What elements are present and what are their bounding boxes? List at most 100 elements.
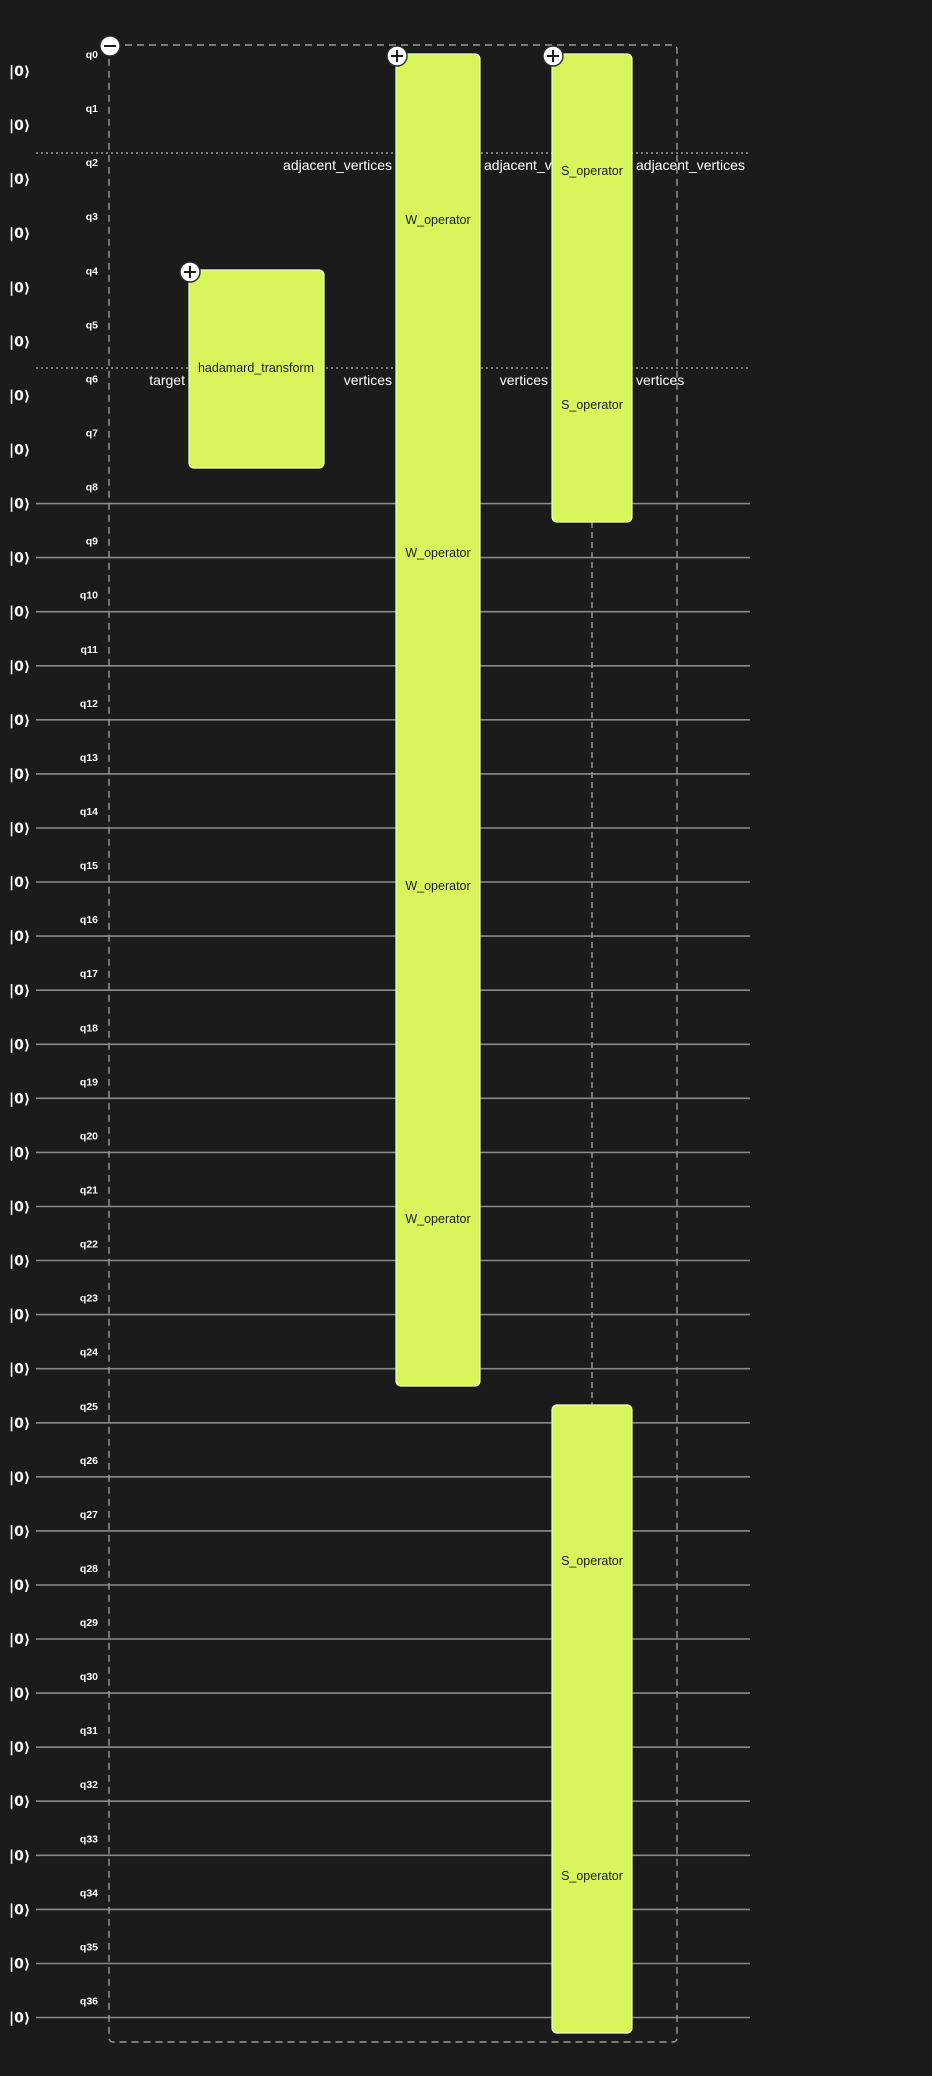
qubit-label: q34 xyxy=(80,1887,98,1899)
qubit-label: q27 xyxy=(80,1509,98,1521)
initial-state-label: |0⟩ xyxy=(9,1037,30,1053)
qubit-label: q2 xyxy=(86,157,98,169)
initial-state-label: |0⟩ xyxy=(9,1091,30,1107)
initial-state-label: |0⟩ xyxy=(9,1632,30,1648)
qubit-label: q32 xyxy=(80,1779,98,1791)
qubit-label: q4 xyxy=(86,265,98,277)
initial-state-label: |0⟩ xyxy=(9,1848,30,1864)
register-label-target: target xyxy=(149,372,185,388)
initial-state-label: |0⟩ xyxy=(9,1254,30,1270)
qubit-label: q14 xyxy=(80,806,98,818)
qubit-label: q11 xyxy=(80,644,98,656)
initial-state-label: |0⟩ xyxy=(9,551,30,567)
register-label-vertices-left: vertices xyxy=(344,372,392,388)
register-label-adjacent-vertices-left: adjacent_vertices xyxy=(283,157,392,173)
qubit-label: q15 xyxy=(80,860,98,872)
initial-state-label: |0⟩ xyxy=(9,1957,30,1973)
expand-hadamard-button[interactable] xyxy=(179,261,201,283)
qubit-label: q13 xyxy=(80,752,98,764)
qubit-label: q29 xyxy=(80,1617,98,1629)
initial-state-label: |0⟩ xyxy=(9,1416,30,1432)
w-operator-label-1: W_operator xyxy=(405,213,470,227)
s-operator-gate-top[interactable]: S_operator S_operator xyxy=(551,53,633,523)
qubit-label: q16 xyxy=(80,914,98,926)
s-operator-label-2: S_operator xyxy=(561,398,623,412)
qubit-label: q30 xyxy=(80,1671,98,1683)
initial-state-label: |0⟩ xyxy=(9,2011,30,2027)
qubit-label: q12 xyxy=(80,698,98,710)
qubit-label: q25 xyxy=(80,1401,98,1413)
collapse-group-button[interactable] xyxy=(99,35,121,57)
initial-state-label: |0⟩ xyxy=(9,1794,30,1810)
qubit-label: q18 xyxy=(80,1022,98,1034)
initial-state-label: |0⟩ xyxy=(9,821,30,837)
initial-state-label: |0⟩ xyxy=(9,226,30,242)
qubit-label: q6 xyxy=(86,373,98,385)
qubit-label: q3 xyxy=(86,211,98,223)
initial-state-label: |0⟩ xyxy=(9,388,30,404)
qubit-label: q7 xyxy=(86,428,98,440)
hadamard-transform-label: hadamard_transform xyxy=(198,361,314,375)
initial-state-label: |0⟩ xyxy=(9,1470,30,1486)
initial-state-label: |0⟩ xyxy=(9,443,30,459)
qubit-label: q8 xyxy=(86,482,98,494)
initial-state-label: |0⟩ xyxy=(9,1578,30,1594)
initial-state-label: |0⟩ xyxy=(9,1524,30,1540)
initial-state-label: |0⟩ xyxy=(9,1308,30,1324)
qubit-label: q1 xyxy=(86,103,98,115)
initial-state-label: |0⟩ xyxy=(9,1200,30,1216)
register-label-vertices-right: vertices xyxy=(636,372,684,388)
hadamard-transform-gate[interactable]: hadamard_transform xyxy=(188,269,325,469)
s-operator-label-1: S_operator xyxy=(561,164,623,178)
initial-state-label: |0⟩ xyxy=(9,1686,30,1702)
initial-state-label: |0⟩ xyxy=(9,118,30,134)
initial-state-label: |0⟩ xyxy=(9,875,30,891)
expand-w-operator-button[interactable] xyxy=(386,45,408,67)
plus-icon xyxy=(184,266,196,278)
wires-layer xyxy=(36,502,750,2019)
qubit-label: q24 xyxy=(80,1347,98,1359)
w-operator-label-4: W_operator xyxy=(405,1212,470,1226)
qubit-label: q36 xyxy=(80,1996,98,2008)
initial-state-label: |0⟩ xyxy=(9,1740,30,1756)
initial-state-label: |0⟩ xyxy=(9,1362,30,1378)
qubit-label: q19 xyxy=(80,1076,98,1088)
initial-state-label: |0⟩ xyxy=(9,497,30,513)
initial-state-label: |0⟩ xyxy=(9,1902,30,1918)
qubit-label: q33 xyxy=(80,1833,98,1845)
initial-state-label: |0⟩ xyxy=(9,659,30,675)
w-operator-label-3: W_operator xyxy=(405,879,470,893)
qubit-labels-layer: |0⟩ q0 |0⟩ q1 |0⟩ q2 |0⟩ q3 |0⟩ q4 |0⟩ q5 |0⟩ q6 |0⟩ q7… xyxy=(9,49,98,2027)
initial-state-label: |0⟩ xyxy=(9,334,30,350)
qubit-label: q20 xyxy=(80,1130,98,1142)
qubit-label: q10 xyxy=(80,590,98,602)
qubit-label: q22 xyxy=(80,1239,98,1251)
plus-icon xyxy=(547,50,559,62)
initial-state-label: |0⟩ xyxy=(9,929,30,945)
qubit-label: q5 xyxy=(86,319,98,331)
w-operator-label-2: W_operator xyxy=(405,546,470,560)
qubit-label: q9 xyxy=(86,536,98,548)
initial-state-label: |0⟩ xyxy=(9,767,30,783)
initial-state-label: |0⟩ xyxy=(9,1145,30,1161)
circuit-group-box xyxy=(108,44,678,2043)
s-operator-label-3: S_operator xyxy=(561,1554,623,1568)
qubit-label: q35 xyxy=(80,1942,98,1954)
s-operator-label-4: S_operator xyxy=(561,1869,623,1883)
qubit-label: q23 xyxy=(80,1293,98,1305)
plus-icon xyxy=(391,50,403,62)
initial-state-label: |0⟩ xyxy=(9,605,30,621)
qubit-label: q17 xyxy=(80,968,98,980)
expand-s-operator-button[interactable] xyxy=(542,45,564,67)
initial-state-label: |0⟩ xyxy=(9,172,30,188)
qubit-label: q31 xyxy=(80,1725,98,1737)
register-label-vertices-middle: vertices xyxy=(500,372,548,388)
initial-state-label: |0⟩ xyxy=(9,64,30,80)
s-operator-gate-bottom[interactable]: S_operator S_operator xyxy=(551,1404,633,2034)
qubit-label: q21 xyxy=(80,1185,98,1197)
qubit-label: q28 xyxy=(80,1563,98,1575)
w-operator-gate[interactable]: W_operator W_operator W_operator W_opera… xyxy=(395,53,481,1387)
initial-state-label: |0⟩ xyxy=(9,983,30,999)
initial-state-label: |0⟩ xyxy=(9,713,30,729)
